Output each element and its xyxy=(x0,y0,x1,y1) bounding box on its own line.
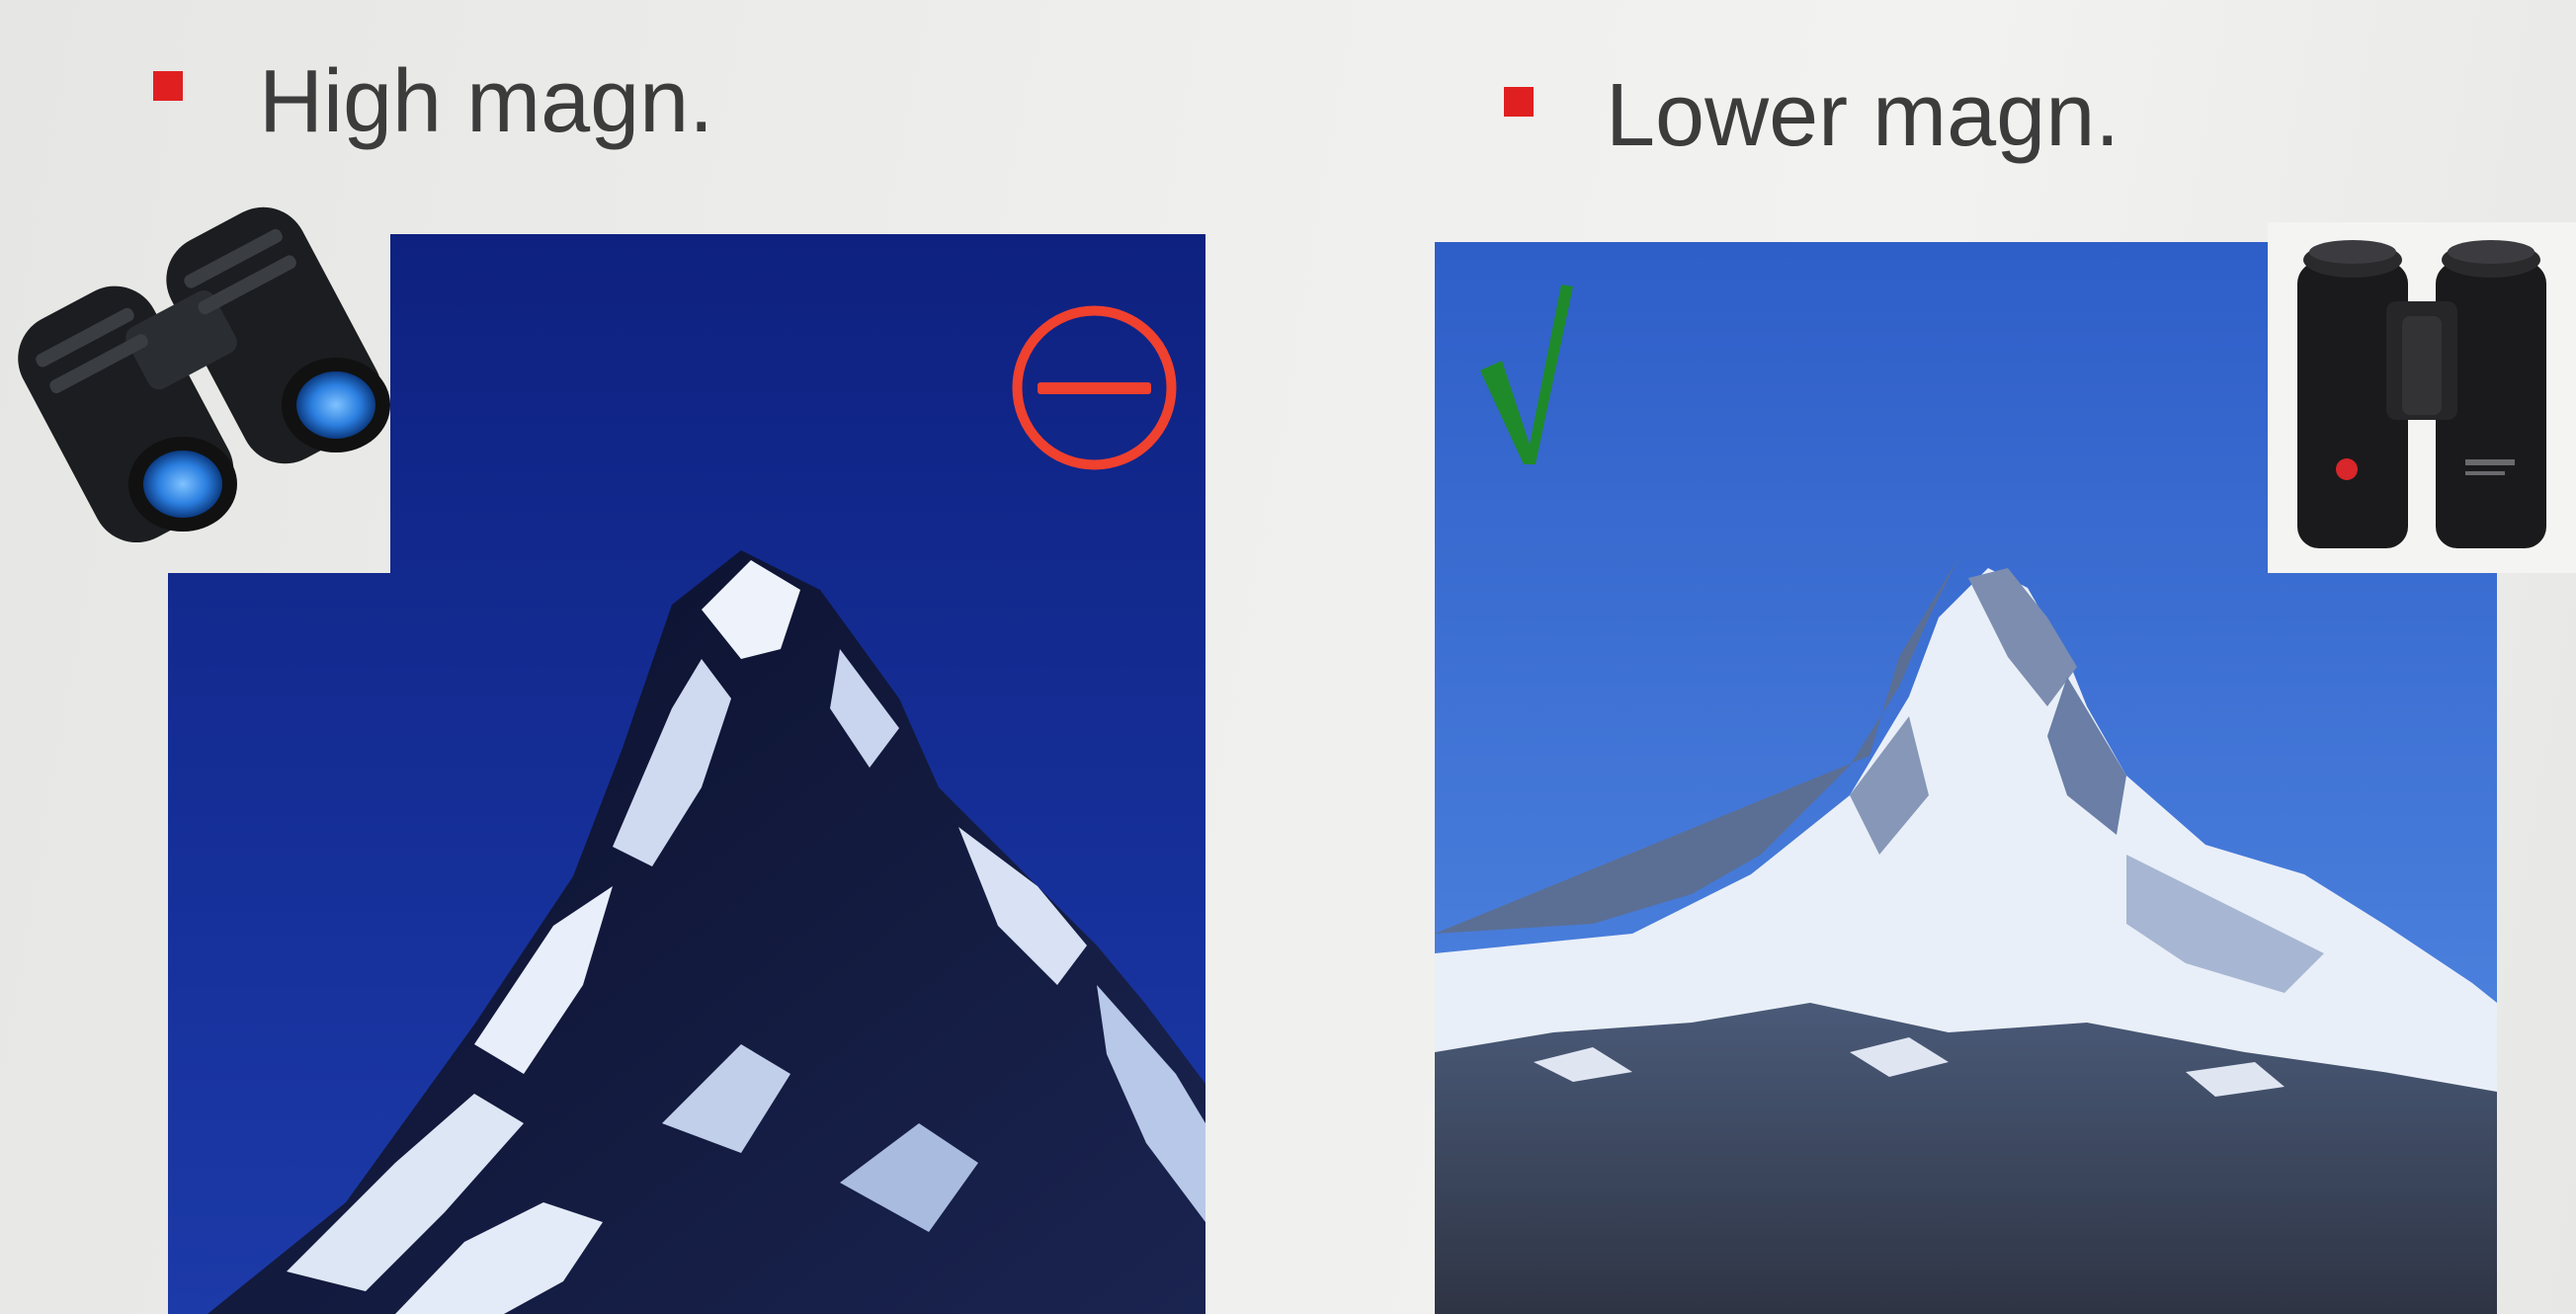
compact-binoculars-icon xyxy=(18,206,390,543)
matterhorn-photo-high-magn xyxy=(168,234,1205,1314)
minus-circle-icon xyxy=(1012,305,1177,470)
bullet-high xyxy=(153,71,183,101)
bullet-lower xyxy=(1504,87,1534,117)
heading-high-magn: High magn. xyxy=(259,52,714,151)
matterhorn-photo-lower-magn xyxy=(1435,242,2497,1314)
large-binoculars-icon xyxy=(2268,222,2576,573)
check-mark-icon xyxy=(1480,285,1573,464)
heading-lower-magn: Lower magn. xyxy=(1606,66,2120,165)
